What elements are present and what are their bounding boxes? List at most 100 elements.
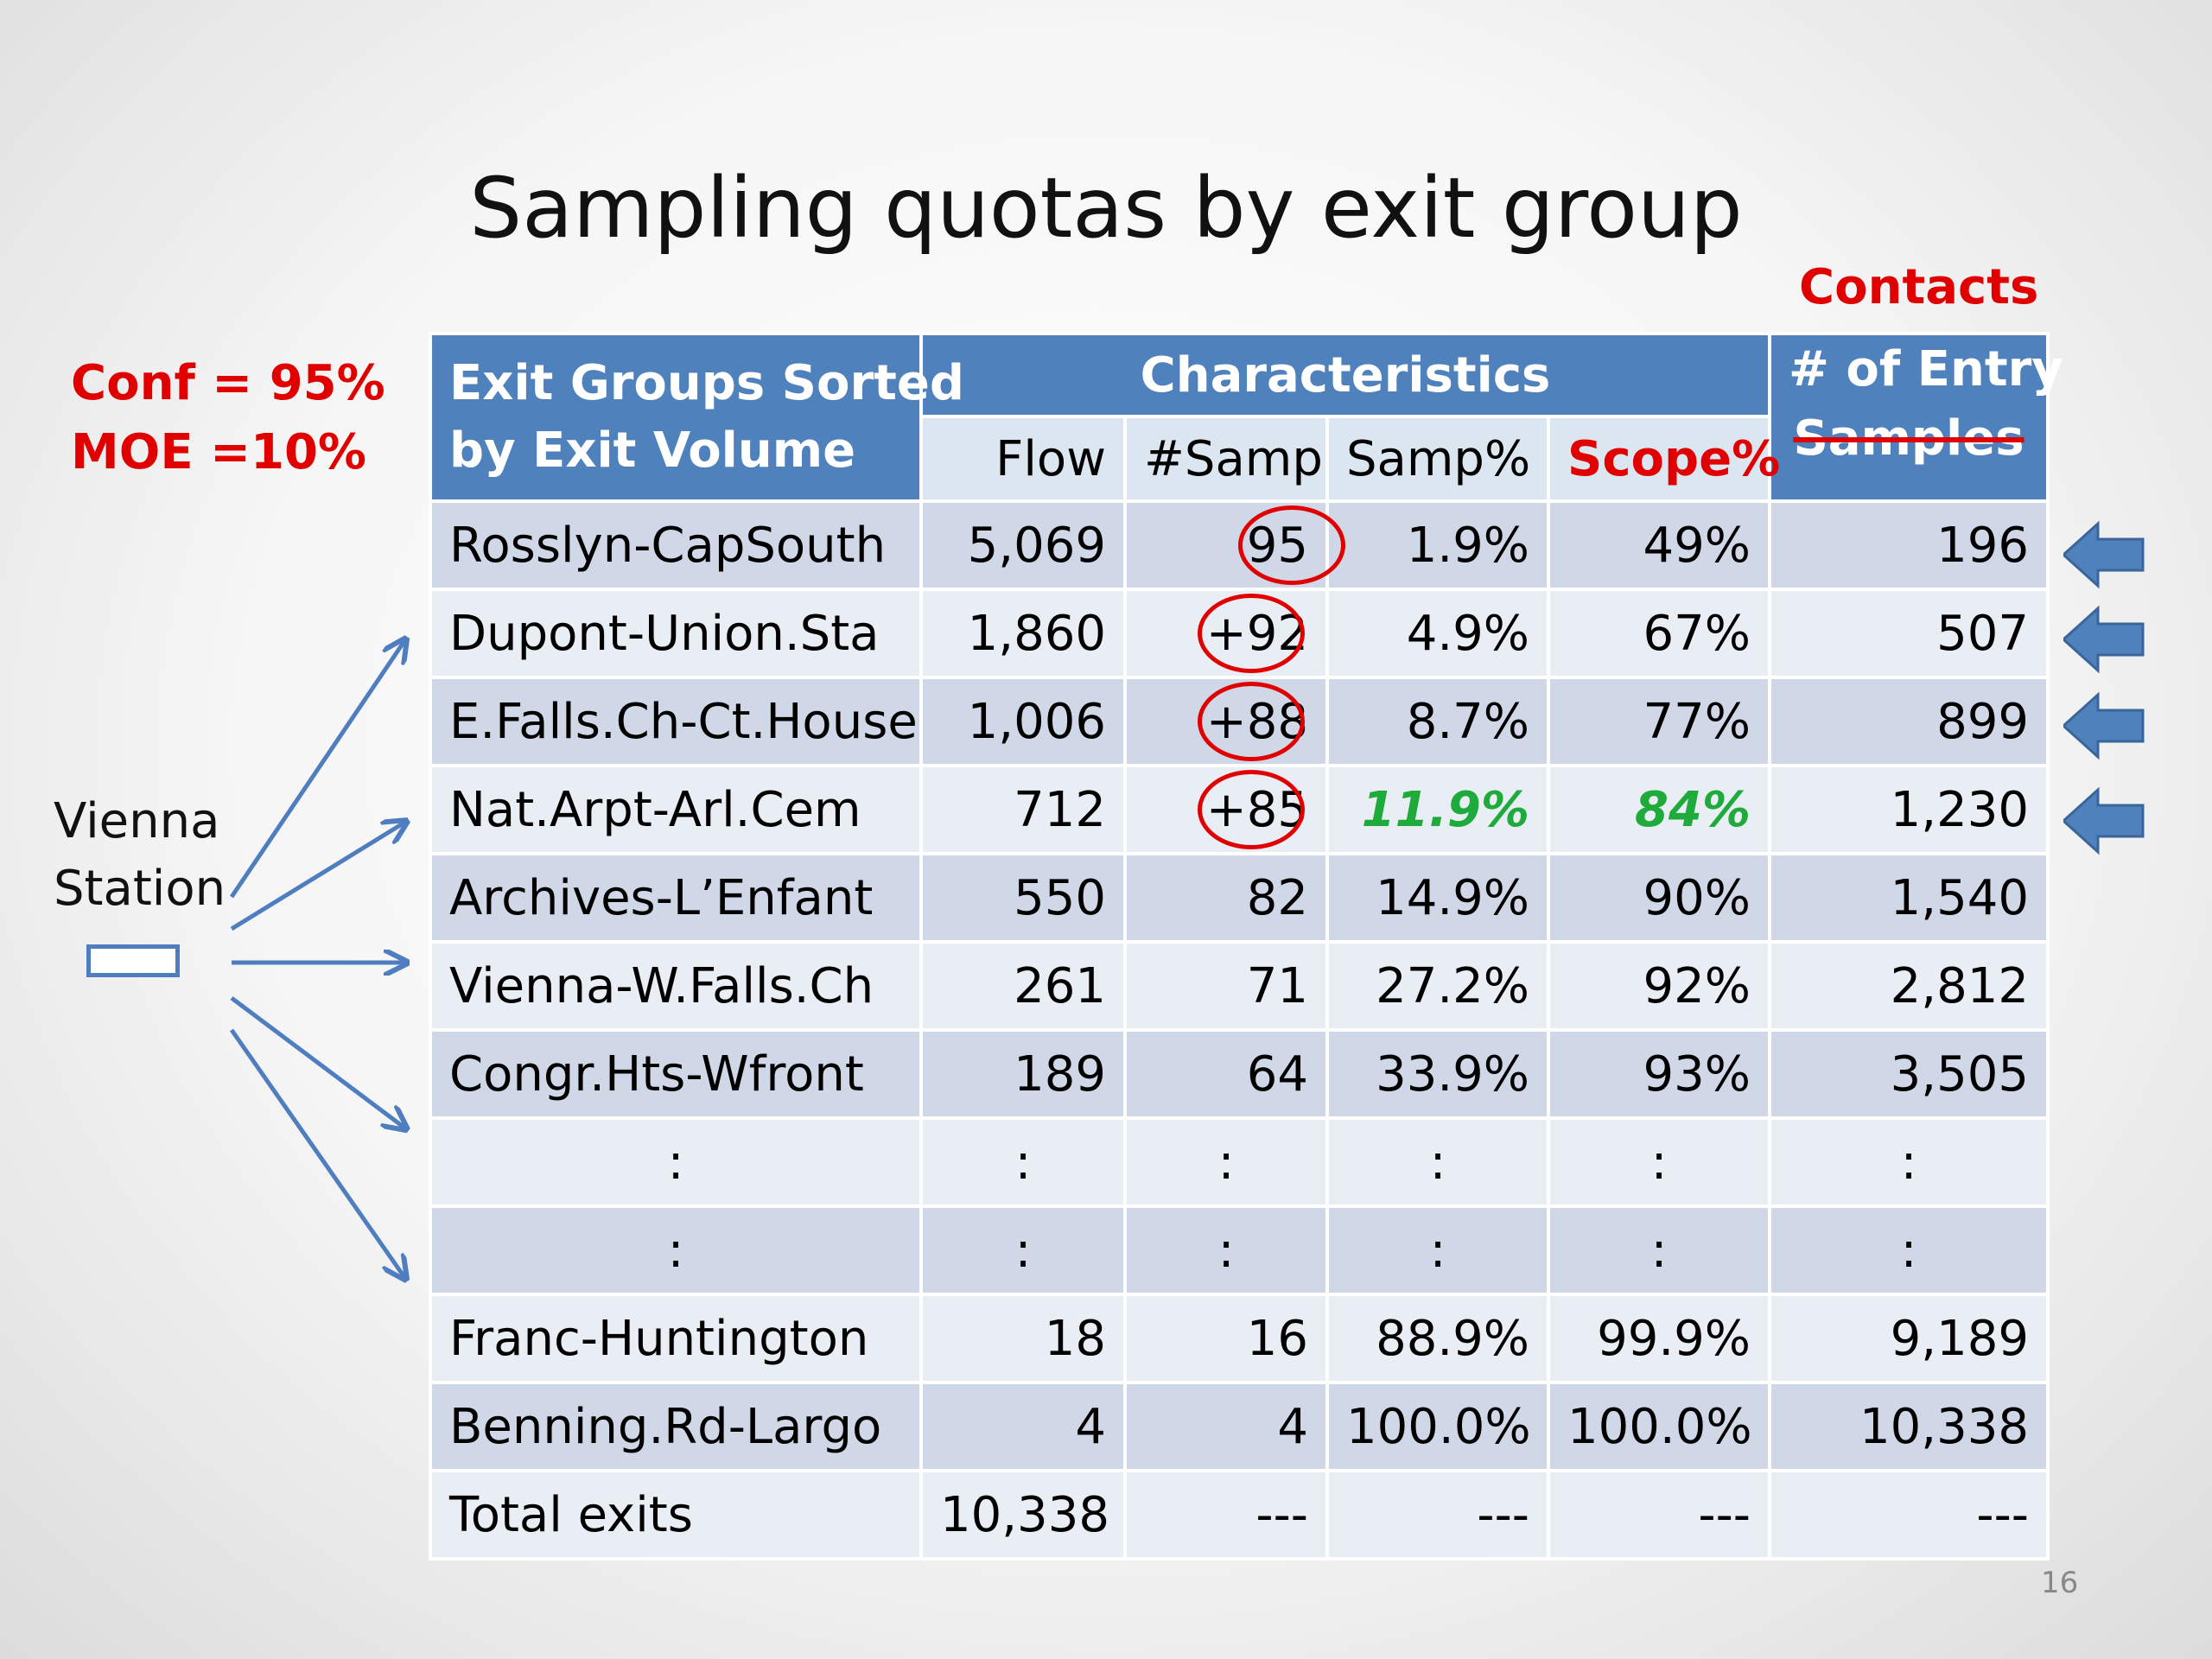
header-exit-groups-line1: Exit Groups Sorted [449, 355, 964, 411]
circled-samp: +92 [1197, 593, 1308, 673]
cell-samp: 71 [1123, 940, 1329, 1032]
left-arrow-icon [2063, 786, 2145, 855]
cell-entry: : [1768, 1205, 2050, 1296]
flow-arrow-5 [229, 1028, 404, 1277]
cell-name: Benning.Rd-Largo [429, 1381, 923, 1472]
station-box [86, 944, 180, 977]
slide-title: Sampling quotas by exit group [469, 160, 1743, 257]
cell-samp-pct: : [1325, 1116, 1550, 1208]
header-scope-pct: Scope% [1547, 415, 1780, 503]
moe-label: MOE =10% [71, 424, 367, 480]
cell-scope: 92% [1547, 940, 1771, 1032]
cell-entry: 1,540 [1768, 852, 2050, 944]
cell-name: Nat.Arpt-Arl.Cem [429, 764, 923, 855]
table-row: Vienna-W.Falls.Ch 261 71 27.2% 92% 2,812 [429, 940, 2050, 1032]
cell-flow: : [919, 1205, 1127, 1296]
cell-samp-pct: 4.9% [1325, 588, 1550, 679]
circled-samp: +88 [1197, 681, 1308, 761]
circled-samp: +85 [1197, 769, 1308, 849]
cell-flow: 18 [919, 1293, 1127, 1384]
cell-name: Rosslyn-CapSouth [429, 499, 923, 591]
cell-scope: 100.0% [1547, 1381, 1771, 1472]
red-circle-mark [1197, 593, 1305, 673]
cell-entry: 196 [1768, 499, 2050, 591]
cell-name: Vienna-W.Falls.Ch [429, 940, 923, 1032]
cell-name: Congr.Hts-Wfront [429, 1028, 923, 1120]
cell-scope: 93% [1547, 1028, 1771, 1120]
cell-samp-pct: : [1325, 1205, 1550, 1296]
flow-arrow-2 [230, 823, 404, 931]
cell-scope: 77% [1547, 676, 1771, 767]
quota-table: Exit Groups Sorted by Exit Volume Charac… [429, 332, 2063, 1560]
cell-samp-pct: 88.9% [1325, 1293, 1550, 1384]
cell-entry: 10,338 [1768, 1381, 2050, 1472]
cell-flow: 261 [919, 940, 1127, 1032]
table-row-ellipsis: : : : : : : [429, 1116, 2050, 1208]
header-characteristics: Characteristics [919, 332, 1771, 418]
station-label-line1: Vienna [54, 793, 220, 849]
table-row: Franc-Huntington 18 16 88.9% 99.9% 9,189 [429, 1293, 2050, 1384]
table-row: Rosslyn-CapSouth 5,069 95 1.9% 49% 196 [429, 499, 2050, 591]
cell-scope: 90% [1547, 852, 1771, 944]
table-row-ellipsis: : : : : : : [429, 1205, 2050, 1296]
cell-samp: 4 [1123, 1381, 1329, 1472]
cell-samp-pct: 33.9% [1325, 1028, 1550, 1120]
red-circle-mark [1237, 505, 1345, 585]
cell-scope-highlight: 84% [1547, 764, 1771, 855]
station-label-line2: Station [54, 861, 226, 917]
cell-entry: 899 [1768, 676, 2050, 767]
cell-samp: 82 [1123, 852, 1329, 944]
cell-flow: 712 [919, 764, 1127, 855]
header-exit-groups: Exit Groups Sorted by Exit Volume [429, 332, 964, 503]
header-samp: #Samp [1123, 415, 1329, 503]
cell-entry: 1,230 [1768, 764, 2050, 855]
circled-samp: 95 [1237, 505, 1345, 585]
cell-samp: : [1123, 1205, 1329, 1296]
cell-name: Archives-L’Enfant [429, 852, 923, 944]
table-row: Dupont-Union.Sta 1,860 +92 4.9% 67% 507 [429, 588, 2050, 679]
header-exit-groups-line2: by Exit Volume [449, 423, 856, 479]
header-entry-line1: # of Entry [1789, 341, 2063, 397]
cell-name: E.Falls.Ch-Ct.House [429, 676, 923, 767]
table-row: Congr.Hts-Wfront 189 64 33.9% 93% 3,505 [429, 1028, 2050, 1120]
cell-samp-pct-highlight: 11.9% [1325, 764, 1550, 855]
cell-flow: 1,860 [919, 588, 1127, 679]
red-circle-mark [1197, 681, 1305, 761]
cell-samp: --- [1123, 1469, 1329, 1560]
cell-samp: +85 [1123, 764, 1329, 855]
cell-samp-pct: 14.9% [1325, 852, 1550, 944]
confidence-label: Conf = 95% [71, 355, 385, 411]
cell-scope: 99.9% [1547, 1293, 1771, 1384]
cell-scope: : [1547, 1116, 1771, 1208]
cell-samp: : [1123, 1116, 1329, 1208]
cell-flow: 189 [919, 1028, 1127, 1120]
cell-flow: 4 [919, 1381, 1127, 1472]
cell-entry: : [1768, 1116, 2050, 1208]
header-entry-samples: # of Entry Samples [1768, 332, 2063, 503]
cell-scope: 67% [1547, 588, 1771, 679]
cell-samp-pct: 100.0% [1325, 1381, 1550, 1472]
header-flow: Flow [919, 415, 1127, 503]
left-arrow-icon [2063, 520, 2145, 589]
cell-flow: 550 [919, 852, 1127, 944]
cell-name: : [429, 1205, 923, 1296]
cell-entry: 507 [1768, 588, 2050, 679]
table-row: Nat.Arpt-Arl.Cem 712 +85 11.9% 84% 1,230 [429, 764, 2050, 855]
cell-entry: 2,812 [1768, 940, 2050, 1032]
page-number: 16 [2041, 1566, 2079, 1600]
cell-flow: 10,338 [919, 1469, 1127, 1560]
table-row: Archives-L’Enfant 550 82 14.9% 90% 1,540 [429, 852, 2050, 944]
cell-samp: +88 [1123, 676, 1329, 767]
contacts-label: Contacts [1799, 259, 2039, 315]
left-arrow-icon [2063, 691, 2145, 760]
table-row: Benning.Rd-Largo 4 4 100.0% 100.0% 10,33… [429, 1381, 2050, 1472]
cell-name: : [429, 1116, 923, 1208]
cell-name: Franc-Huntington [429, 1293, 923, 1384]
header-samp-pct: Samp% [1325, 415, 1550, 503]
header-entry-line2-struck: Samples [1793, 410, 2024, 467]
cell-samp-pct: --- [1325, 1469, 1550, 1560]
table-row: E.Falls.Ch-Ct.House 1,006 +88 8.7% 77% 8… [429, 676, 2050, 767]
cell-samp: 95 [1123, 499, 1345, 591]
cell-scope: : [1547, 1205, 1771, 1296]
cell-samp-pct: 8.7% [1325, 676, 1550, 767]
